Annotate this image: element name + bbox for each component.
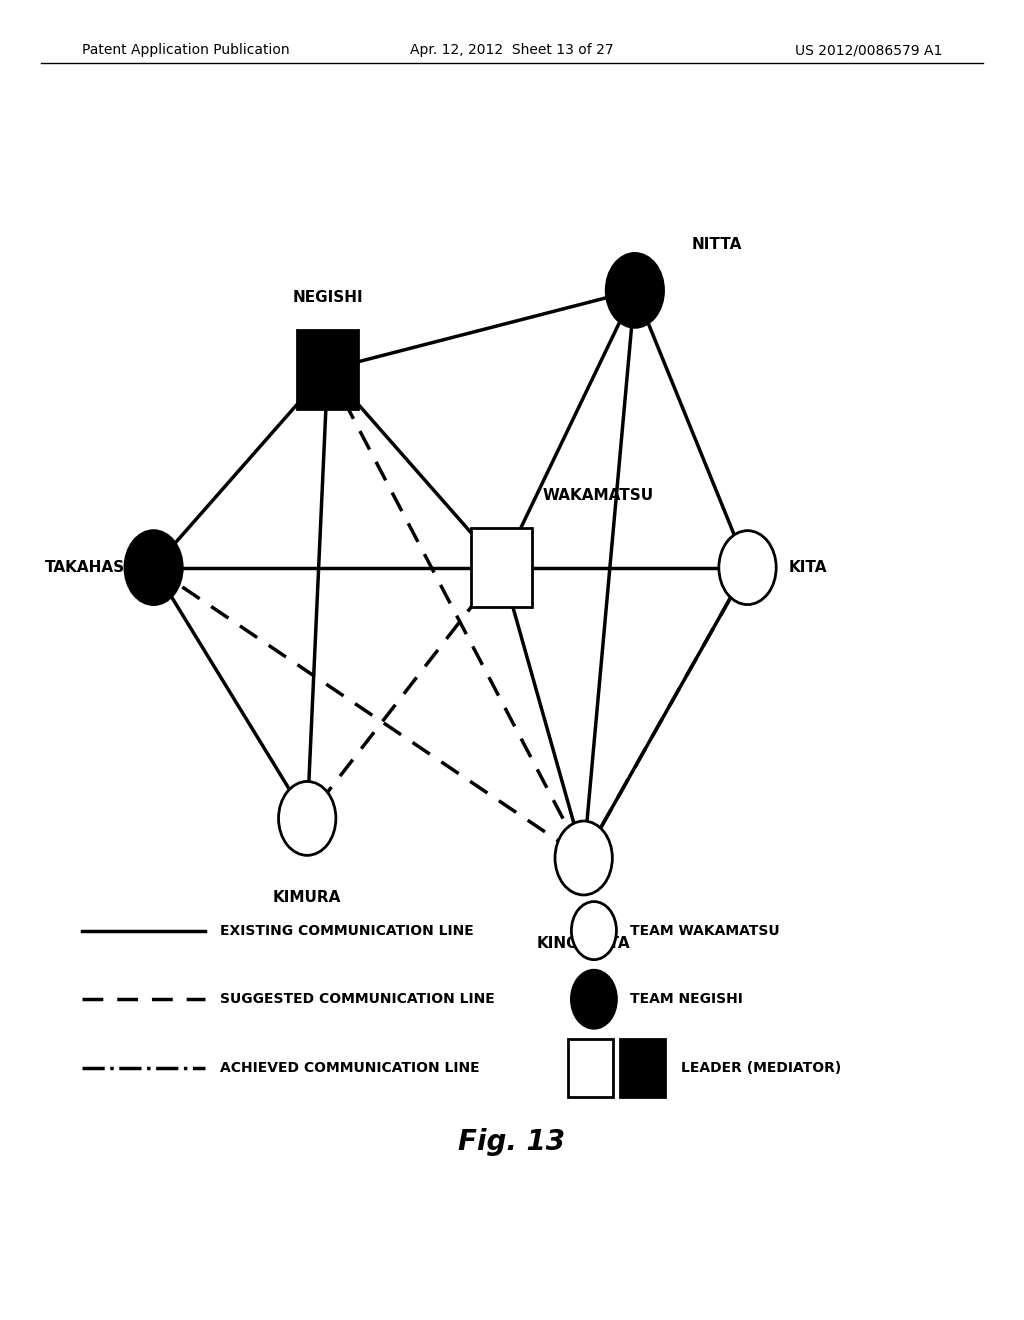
Circle shape	[279, 781, 336, 855]
Bar	[471, 528, 532, 607]
Text: ACHIEVED COMMUNICATION LINE: ACHIEVED COMMUNICATION LINE	[220, 1061, 480, 1074]
Text: TAKAHASHI: TAKAHASHI	[45, 560, 143, 576]
Circle shape	[555, 821, 612, 895]
Text: LEADER (MEDIATOR): LEADER (MEDIATOR)	[681, 1061, 841, 1074]
Circle shape	[719, 531, 776, 605]
Text: KITA: KITA	[788, 560, 827, 576]
Text: NEGISHI: NEGISHI	[293, 289, 362, 305]
Bar	[620, 1039, 665, 1097]
Text: KIMURA: KIMURA	[273, 890, 341, 906]
Text: SUGGESTED COMMUNICATION LINE: SUGGESTED COMMUNICATION LINE	[220, 993, 495, 1006]
Text: Fig. 13: Fig. 13	[459, 1127, 565, 1156]
Text: US 2012/0086579 A1: US 2012/0086579 A1	[795, 44, 942, 57]
Text: EXISTING COMMUNICATION LINE: EXISTING COMMUNICATION LINE	[220, 924, 474, 937]
Bar	[297, 330, 358, 409]
Text: Apr. 12, 2012  Sheet 13 of 27: Apr. 12, 2012 Sheet 13 of 27	[411, 44, 613, 57]
Text: Patent Application Publication: Patent Application Publication	[82, 44, 290, 57]
Text: KINOSHITA: KINOSHITA	[537, 936, 631, 952]
Text: NITTA: NITTA	[691, 236, 741, 252]
Text: TEAM WAKAMATSU: TEAM WAKAMATSU	[630, 924, 779, 937]
Circle shape	[571, 970, 616, 1028]
Text: WAKAMATSU: WAKAMATSU	[543, 487, 654, 503]
Circle shape	[571, 902, 616, 960]
Text: TEAM NEGISHI: TEAM NEGISHI	[630, 993, 742, 1006]
Circle shape	[125, 531, 182, 605]
Bar	[568, 1039, 613, 1097]
Circle shape	[606, 253, 664, 327]
